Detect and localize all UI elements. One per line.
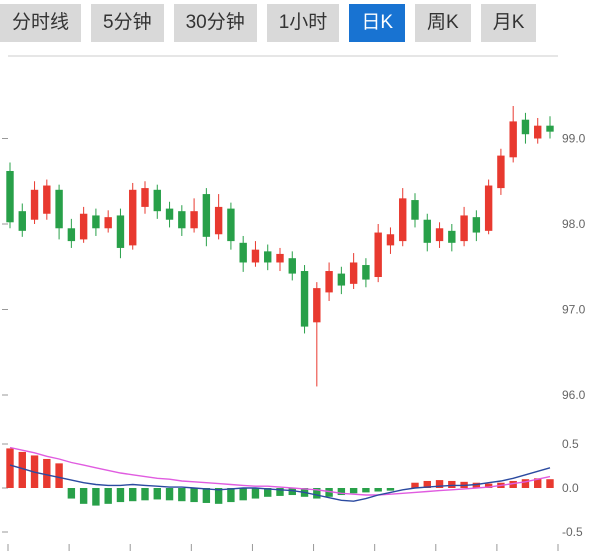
dif-line (9, 464, 551, 502)
tab-30min[interactable]: 30分钟 (173, 4, 257, 42)
chart-area: 99.0 98.0 97.0 96.0 0.5 0.0 -0.5 (0, 42, 601, 551)
price-axis-labels: 99.0 98.0 97.0 96.0 0.5 0.0 -0.5 (562, 132, 586, 540)
left-axis-ticks (2, 138, 8, 533)
tab-5min[interactable]: 5分钟 (91, 4, 164, 42)
price-axis-label: 97.0 (562, 303, 586, 317)
price-axis-label: 96.0 (562, 388, 586, 402)
candlestick-macd-chart: 99.0 98.0 97.0 96.0 0.5 0.0 -0.5 (2, 55, 586, 551)
tab-monthly-k[interactable]: 月K (480, 4, 537, 42)
macd-axis-label: 0.5 (562, 437, 579, 451)
macd-axis-label: 0.0 (562, 481, 579, 495)
macd-axis-label: -0.5 (562, 525, 583, 539)
price-axis-label: 99.0 (562, 132, 586, 146)
tab-weekly-k[interactable]: 周K (415, 4, 471, 42)
timeframe-tabs: 分时线 5分钟 30分钟 1小时 日K 周K 月K (0, 0, 601, 42)
candlestick-series (6, 106, 554, 387)
tab-daily-k[interactable]: 日K (349, 4, 405, 42)
macd-histogram (6, 448, 554, 506)
price-axis-label: 98.0 (562, 217, 586, 231)
dea-line (9, 446, 551, 496)
bottom-axis-ticks (7, 544, 559, 551)
tab-1hour[interactable]: 1小时 (266, 4, 340, 42)
tab-timeline[interactable]: 分时线 (0, 4, 82, 42)
